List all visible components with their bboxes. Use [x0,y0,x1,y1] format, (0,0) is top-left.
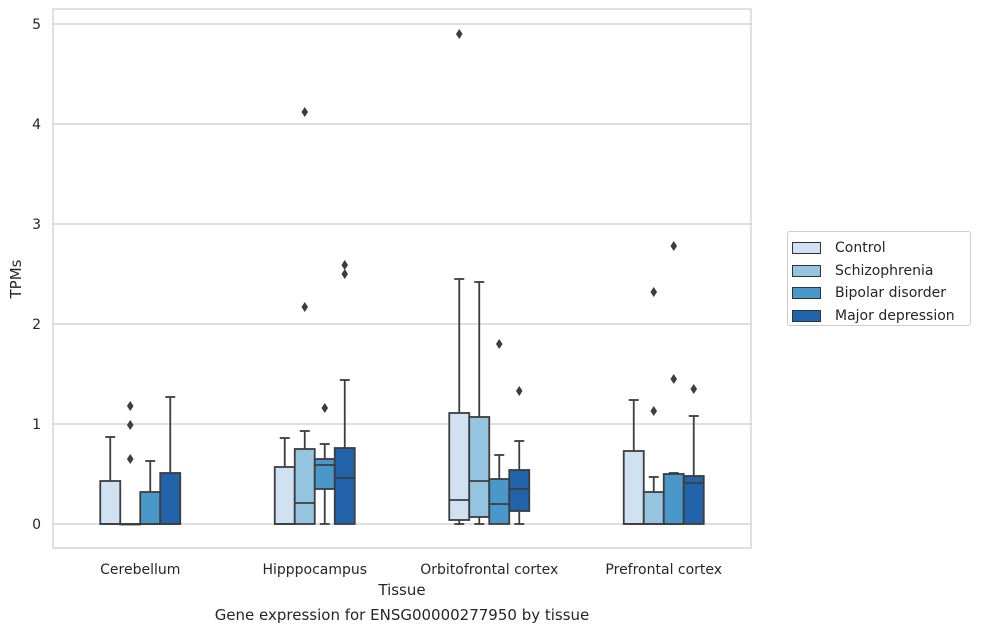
box-control [448,29,471,525]
outlier-marker [126,401,134,411]
x-axis-label: Tissue [377,581,425,599]
x-tick-label: Hipppocampus [262,562,367,578]
outlier-marker [301,302,309,312]
box [159,472,182,525]
legend-swatch [792,242,821,255]
x-tick-label: Prefrontal cortex [605,562,722,578]
box [508,469,531,512]
x-tick-labels: Cerebellum Hipppocampus Orbitofrontal cort… [100,562,722,578]
legend-item: Major depression [792,305,970,328]
outlier-marker [455,29,463,39]
outlier-marker [515,386,523,396]
y-tick-labels: 0 1 2 3 4 5 [32,17,41,533]
outlier-marker [301,107,309,117]
y-tick-label: 2 [32,317,41,333]
chart-caption: Gene expression for ENSG00000277950 by t… [214,606,590,624]
y-tick-label: 1 [32,417,41,433]
box-bipolar-disorder [488,339,511,525]
outlier-marker [670,241,678,251]
legend-item: Bipolar disorder [792,282,970,305]
x-tick-label: Cerebellum [100,562,180,578]
y-tick-label: 5 [32,17,41,33]
box-control [273,437,296,525]
box-bipolar-disorder [662,241,685,525]
legend-label: Major depression [835,307,955,324]
box-schizophrenia [119,401,142,526]
box-schizophrenia [293,107,316,525]
y-tick-label: 4 [32,117,41,133]
outlier-marker [495,339,503,349]
y-axis-label: TPMs [7,259,25,299]
outlier-marker [650,406,658,416]
legend-label: Bipolar disorder [835,285,947,302]
box [448,412,471,521]
box-bipolar-disorder [313,403,336,525]
box-major-depression [159,396,182,525]
legend-swatch [792,287,821,300]
box-major-depression [333,260,356,525]
box-control [622,399,645,525]
y-tick-label: 0 [32,517,41,533]
legend-item: Schizophrenia [792,260,970,283]
box-series [99,29,705,526]
outlier-marker [126,454,134,464]
box [293,448,316,525]
box [99,480,122,525]
box [139,491,162,525]
box-schizophrenia [642,287,665,525]
box [662,473,685,525]
legend-label: Control [835,240,886,257]
outlier-marker [341,269,349,279]
box-bipolar-disorder [139,460,162,525]
outlier-marker [321,403,329,413]
box-major-depression [508,386,531,525]
outlier-marker [670,374,678,384]
y-tick-label: 3 [32,217,41,233]
outlier-marker [690,384,698,394]
outlier-marker [650,287,658,297]
box [488,478,511,525]
legend: Control Schizophrenia Bipolar disorder Majo… [787,231,971,326]
box [642,491,665,525]
outlier-marker [341,260,349,270]
plot-frame [52,8,752,549]
box [273,466,296,525]
box [313,458,336,490]
gridlines [53,23,751,525]
legend-swatch [792,264,821,277]
box [468,416,491,518]
box [622,450,645,525]
box-control [99,436,122,525]
outlier-marker [126,420,134,430]
box-schizophrenia [468,281,491,525]
box [682,475,705,525]
legend-item: Control [792,237,970,260]
legend-swatch [792,309,821,322]
legend-label: Schizophrenia [835,262,934,279]
x-tick-label: Orbitofrontal cortex [420,562,558,578]
box [333,447,356,525]
box-major-depression [682,384,705,525]
